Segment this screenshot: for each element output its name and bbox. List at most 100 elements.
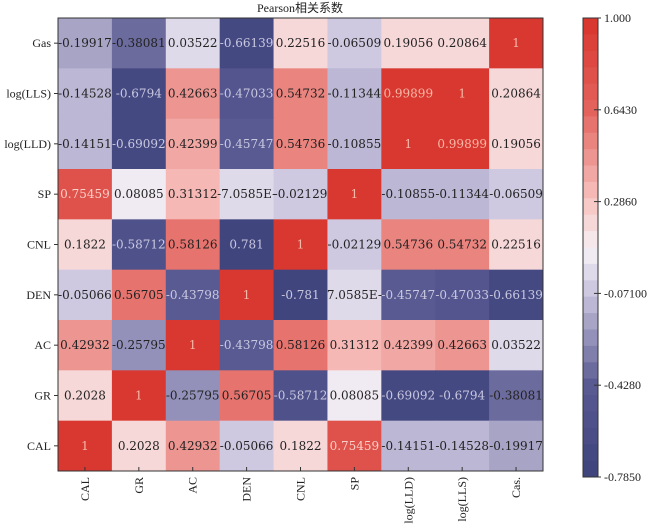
x-tick-label: Cas. xyxy=(509,477,523,498)
colorbar-segment xyxy=(583,214,598,232)
colorbar-tick-label: -0.7850 xyxy=(604,470,641,484)
heatmap-cell xyxy=(489,118,544,170)
colorbar: 1.000 0.6430 0.2860 -0.07100 -0.4280 -0.7850 xyxy=(582,11,647,484)
heatmap-cell xyxy=(327,169,382,220)
cell-label: -0.19917 xyxy=(489,439,543,453)
x-axis: CAL GR AC DEN CNL SP log(LLD) log(LLS) Cas. xyxy=(78,467,523,524)
cell-label: 0.781 xyxy=(229,238,263,252)
heatmap-cell xyxy=(219,370,275,422)
heatmap-cell xyxy=(219,320,275,371)
cell-label: 1 xyxy=(512,36,520,50)
cell-label: -0.10855 xyxy=(328,137,382,151)
heatmap-cell xyxy=(273,320,328,371)
cell-label: 0.08085 xyxy=(114,187,164,201)
heatmap-cell xyxy=(111,18,167,69)
heatmap-cell xyxy=(435,118,490,170)
colorbar-segment xyxy=(583,149,598,167)
cell-label: -0.66139 xyxy=(220,36,274,50)
cell-label: 0.42663 xyxy=(168,87,218,101)
cell-label: 0.31312 xyxy=(168,187,218,201)
cell-label: -0.19917 xyxy=(58,36,112,50)
heatmap-cell xyxy=(111,370,167,422)
heatmap-cell xyxy=(219,219,275,271)
heatmap-cell xyxy=(165,169,221,220)
heatmap-cell xyxy=(489,370,544,422)
cell-label: -0.02129 xyxy=(274,187,328,201)
cell-label: -0.58712 xyxy=(274,389,328,403)
colorbar-segment xyxy=(583,165,598,183)
heatmap-cell xyxy=(489,68,544,120)
heatmap-cell xyxy=(381,219,436,271)
cell-label: 0.56705 xyxy=(114,288,164,302)
heatmap-cells xyxy=(58,18,544,472)
heatmap-cell xyxy=(489,320,544,371)
x-tick-label: SP xyxy=(347,477,361,491)
heatmap-cell xyxy=(381,370,436,422)
y-tick-label: Gas xyxy=(32,36,51,50)
cell-label: -0.14151 xyxy=(381,439,435,453)
heatmap-cell xyxy=(111,420,167,472)
cell-label: 0.99899 xyxy=(437,137,487,151)
chart-title: Pearson相关系数 xyxy=(257,0,343,15)
colorbar-segment xyxy=(583,378,598,396)
cell-label: 0.58126 xyxy=(168,238,218,252)
heatmap-cell xyxy=(219,118,275,170)
heatmap-cell xyxy=(435,370,490,422)
cell-label: 1 xyxy=(404,137,412,151)
cell-label: -0.14151 xyxy=(58,137,112,151)
cell-label: -0.781 xyxy=(281,288,319,302)
heatmap-cell xyxy=(435,219,490,271)
colorbar-segment xyxy=(583,18,598,35)
colorbar-segment xyxy=(583,83,598,101)
y-tick-label: SP xyxy=(38,187,52,201)
cell-label: 0.22516 xyxy=(491,238,541,252)
cell-label: 0.54732 xyxy=(276,87,326,101)
cell-label: -0.14528 xyxy=(58,87,112,101)
x-tick-label: GR xyxy=(132,477,146,494)
cell-label: -0.66139 xyxy=(489,288,543,302)
heatmap-cell xyxy=(489,18,544,69)
colorbar-tick-label: -0.07100 xyxy=(604,286,647,300)
cell-label: -0.43798 xyxy=(220,338,274,352)
heatmap-cell xyxy=(381,320,436,371)
x-tick-label: log(LLS) xyxy=(455,477,469,522)
heatmap-cell xyxy=(111,68,167,120)
cell-labels: -0.19917 -0.38081 0.03522 -0.66139 0.22516 -0… xyxy=(58,36,543,453)
y-tick-label: DEN xyxy=(26,288,51,302)
cell-label: 7.0585E- xyxy=(327,288,382,302)
x-tick-label: CNL xyxy=(294,477,308,501)
heatmap-cell xyxy=(489,169,544,220)
cell-label: 1 xyxy=(81,439,89,453)
heatmap-cell xyxy=(327,370,382,422)
cell-label: 0.20864 xyxy=(491,87,541,101)
cell-label: -0.05066 xyxy=(220,439,274,453)
colorbar-segment xyxy=(583,296,598,314)
colorbar-tick-label: -0.4280 xyxy=(604,378,641,392)
heatmap-cell xyxy=(58,320,113,371)
cell-label: 0.19056 xyxy=(491,137,541,151)
cell-label: -7.0585E- xyxy=(217,187,276,201)
y-tick-label: log(LLD) xyxy=(4,137,51,151)
cell-label: 0.42932 xyxy=(60,338,110,352)
colorbar-segment xyxy=(583,181,598,199)
cell-label: 0.03522 xyxy=(168,36,218,50)
heatmap-cell xyxy=(327,219,382,271)
cell-label: 0.56705 xyxy=(222,389,272,403)
heatmap-cell xyxy=(327,18,382,69)
cell-label: 1 xyxy=(135,389,143,403)
y-tick-label: CNL xyxy=(27,238,51,252)
cell-label: 0.54732 xyxy=(437,238,487,252)
cell-label: 0.75459 xyxy=(330,439,380,453)
heatmap-cell xyxy=(273,18,328,69)
heatmap-cell xyxy=(273,68,328,120)
heatmap-cell xyxy=(327,68,382,120)
cell-label: 1 xyxy=(189,338,197,352)
y-axis: Gas log(LLS) log(LLD) SP CNL DEN AC GR CAL xyxy=(4,36,58,453)
heatmap-cell xyxy=(273,219,328,271)
cell-label: -0.6794 xyxy=(116,87,162,101)
cell-label: 1 xyxy=(297,238,305,252)
cell-label: -0.10855 xyxy=(381,187,435,201)
cell-label: 0.31312 xyxy=(330,338,380,352)
x-tick-label: DEN xyxy=(240,477,254,502)
heatmap-cell xyxy=(273,118,328,170)
